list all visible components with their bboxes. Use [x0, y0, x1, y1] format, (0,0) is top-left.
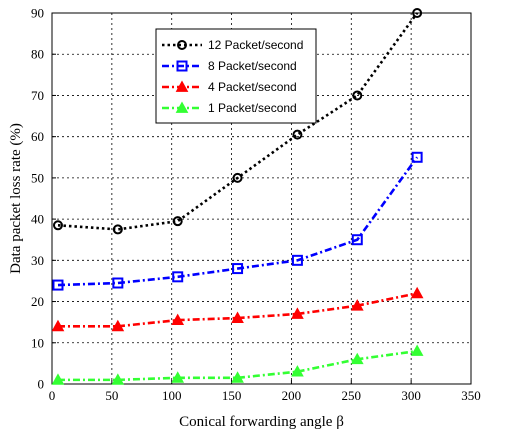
data-point — [411, 151, 423, 163]
legend-marker — [176, 60, 188, 72]
series-2 — [52, 151, 423, 291]
legend: 12 Packet/second 8 Packet/second 4 Packet/… — [155, 28, 317, 124]
plot-frame — [51, 12, 472, 385]
data-point — [350, 299, 364, 311]
data-point — [112, 277, 124, 289]
legend-item: 4 Packet/second — [162, 80, 297, 94]
data-point — [412, 8, 423, 18]
x-tick-label: 0 — [49, 388, 56, 403]
y-tick-label: 60 — [31, 129, 44, 144]
y-tick-label: 10 — [31, 335, 44, 350]
data-point — [231, 371, 244, 383]
x-tick-label: 300 — [401, 388, 421, 403]
data-point — [51, 373, 65, 385]
y-tick-label: 40 — [31, 212, 44, 227]
data-point — [52, 279, 64, 291]
y-tick-label: 30 — [31, 253, 44, 268]
legend-label: 4 Packet/second — [208, 80, 297, 94]
series — [51, 8, 424, 385]
legend-marker — [175, 101, 189, 113]
legend-label: 12 Packet/second — [208, 38, 303, 52]
data-point — [111, 319, 125, 332]
x-tick-label: 200 — [282, 388, 302, 403]
series-3 — [51, 286, 424, 332]
data-point — [231, 311, 244, 323]
y-tick-label: 20 — [31, 294, 44, 309]
series-line — [57, 156, 419, 287]
series-4 — [51, 344, 424, 385]
legend-label: 8 Packet/second — [208, 59, 297, 73]
y-tick-label: 90 — [31, 6, 44, 21]
data-point — [351, 234, 363, 246]
data-point — [291, 365, 304, 377]
legend-label: 1 Packet/second — [208, 101, 297, 115]
data-point — [410, 286, 424, 299]
data-point — [172, 216, 183, 227]
y-tick-label: 50 — [31, 170, 44, 185]
y-tick-label: 0 — [38, 377, 45, 392]
x-tick-label: 250 — [342, 388, 362, 403]
data-point — [291, 307, 304, 319]
axis-ticks: 0 50 100 150 200 250 300 350 0 10 20 30 40 50 60 70 80 90 — [31, 6, 481, 404]
x-tick-label: 150 — [222, 388, 242, 403]
data-point — [172, 271, 184, 283]
data-point — [51, 319, 65, 332]
series-line — [57, 12, 419, 231]
legend-item: 8 Packet/second — [162, 59, 297, 73]
data-point — [232, 263, 244, 275]
data-point — [350, 352, 364, 365]
data-point — [291, 254, 303, 266]
y-axis-title: Data packet loss rate (%) — [8, 123, 24, 274]
data-point — [111, 373, 125, 385]
data-point — [52, 220, 63, 231]
data-point — [410, 344, 424, 356]
y-tick-label: 80 — [31, 47, 44, 62]
data-point — [171, 371, 185, 383]
y-tick-label: 70 — [31, 88, 44, 103]
data-point — [352, 90, 363, 101]
legend-item: 12 Packet/second — [162, 38, 303, 52]
data-point — [232, 172, 243, 183]
data-point — [112, 224, 123, 235]
data-point — [292, 129, 303, 140]
series-1 — [52, 8, 423, 235]
x-tick-label: 350 — [461, 388, 481, 403]
x-axis-title: Conical forwarding angle β — [179, 414, 344, 430]
legend-marker — [177, 40, 187, 50]
data-point — [171, 313, 185, 326]
legend-box — [155, 28, 317, 124]
legend-marker — [175, 80, 189, 92]
x-tick-label: 100 — [162, 388, 182, 403]
legend-item: 1 Packet/second — [162, 101, 297, 115]
x-tick-label: 50 — [105, 388, 118, 403]
